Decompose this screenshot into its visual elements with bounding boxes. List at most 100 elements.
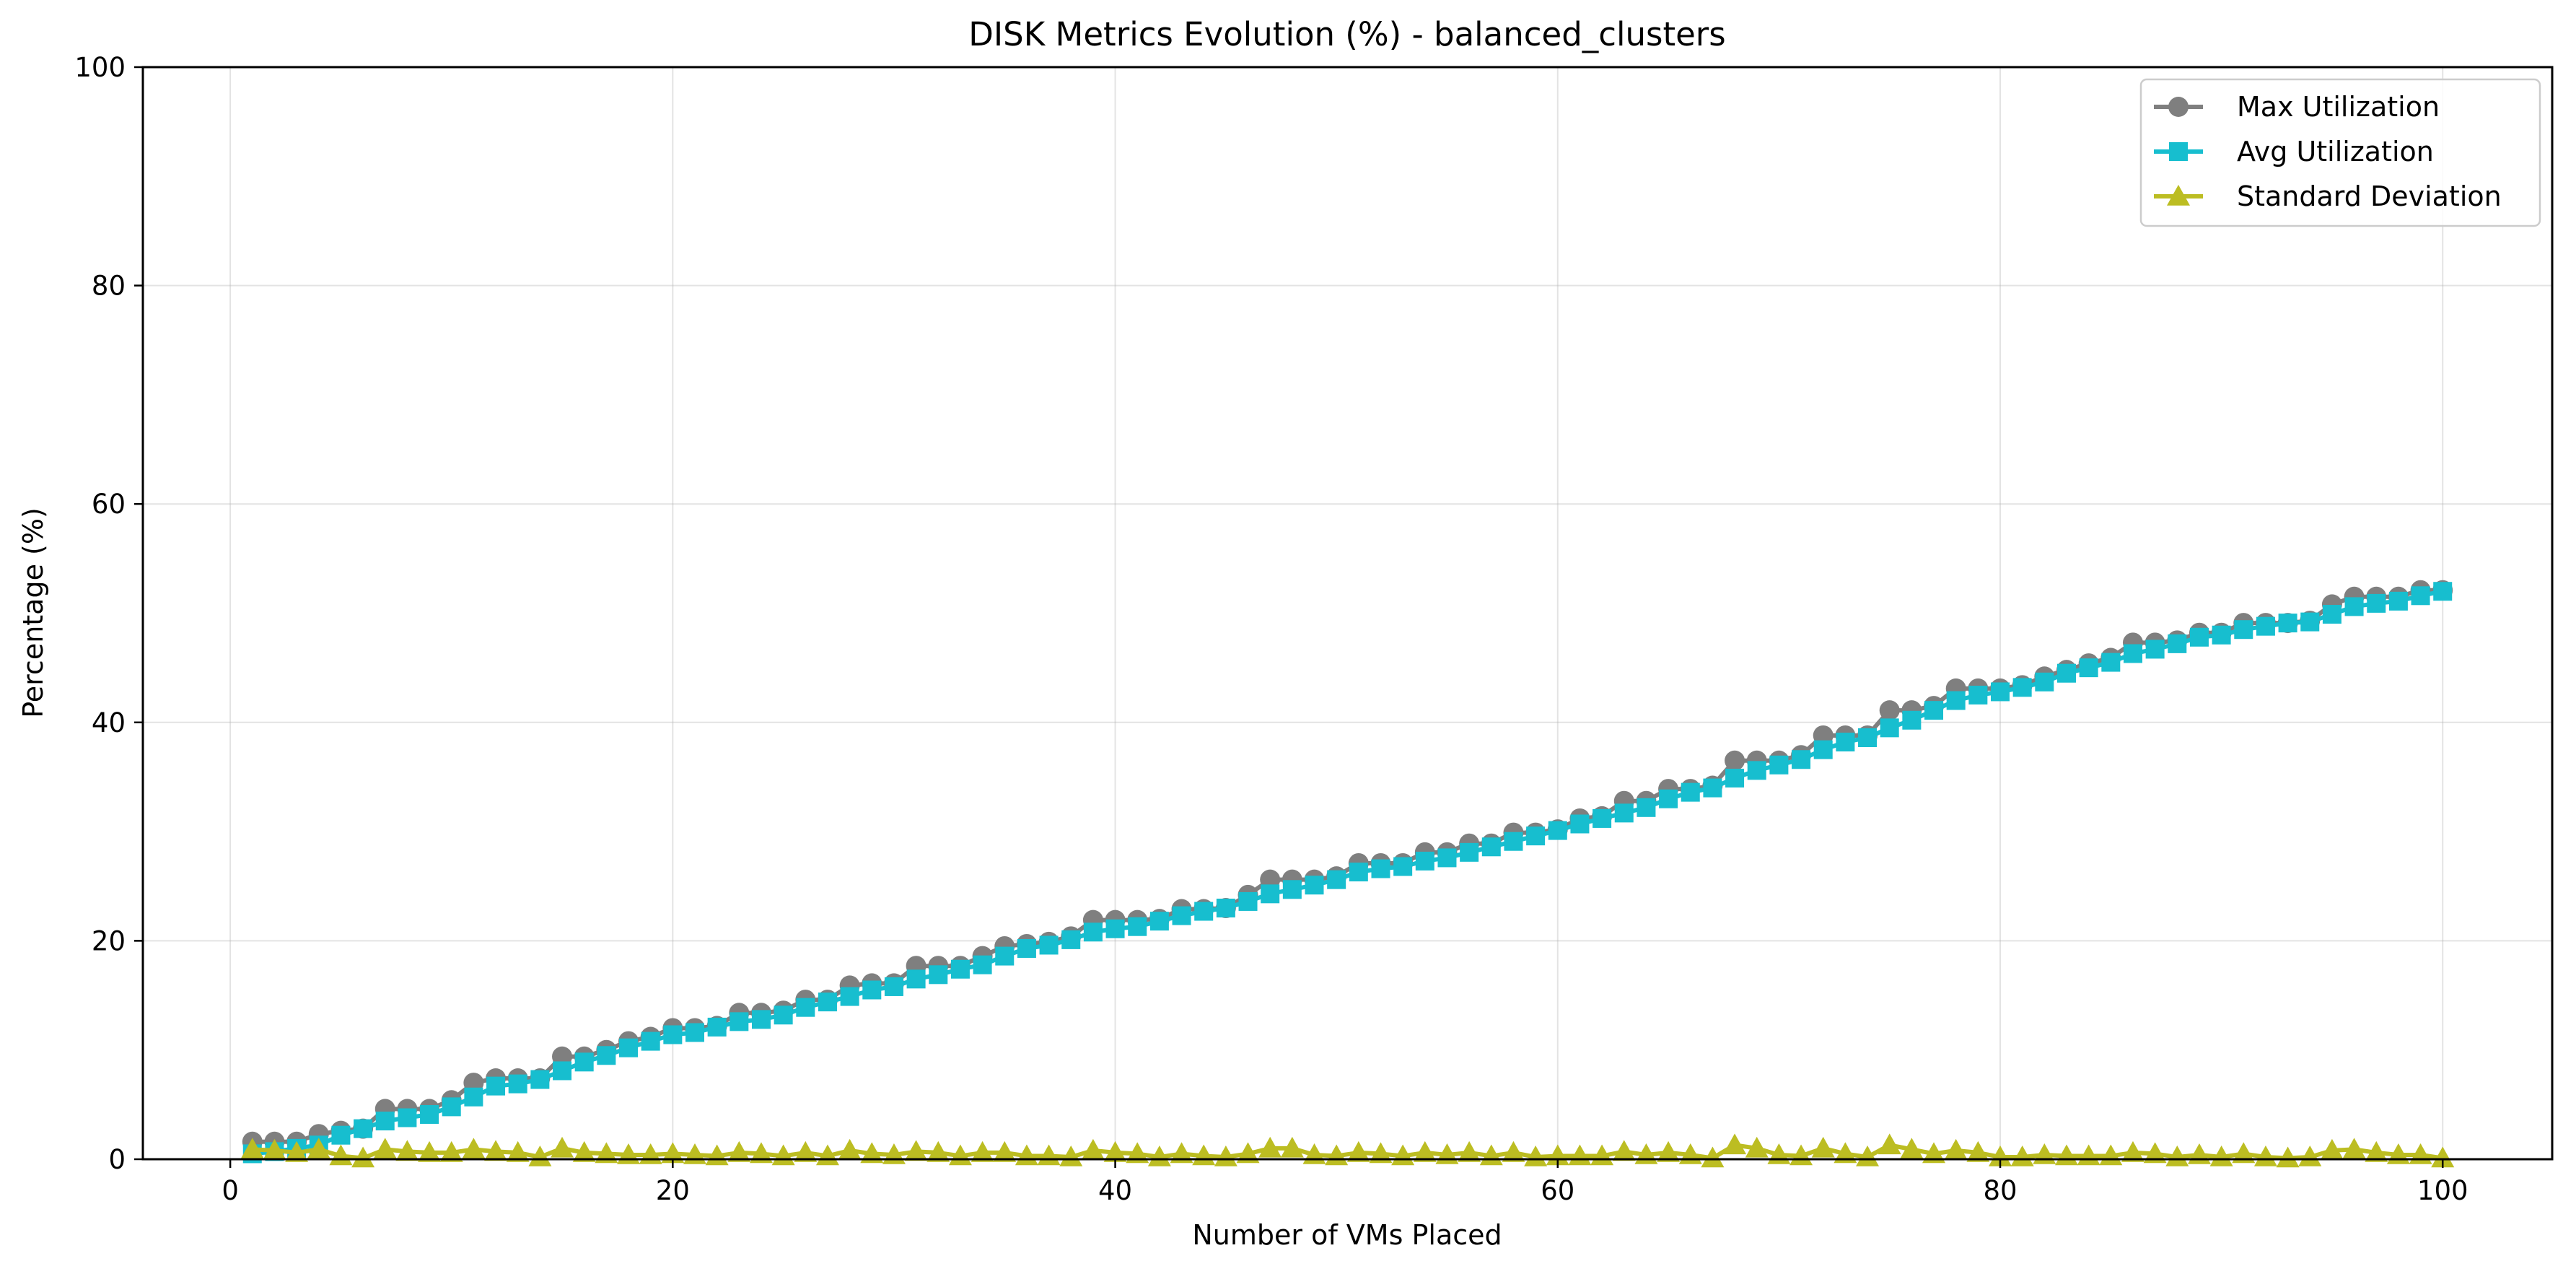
data-point <box>860 1142 884 1164</box>
data-point <box>796 998 815 1017</box>
data-point <box>240 1138 264 1159</box>
data-point <box>751 1010 771 1029</box>
data-point <box>462 1138 486 1159</box>
data-point <box>926 1140 950 1162</box>
y-tick-label: 40 <box>92 707 126 738</box>
data-point <box>1725 768 1745 787</box>
data-point <box>2253 1145 2277 1166</box>
data-point <box>1701 1146 1725 1168</box>
series-line <box>250 1143 2445 1161</box>
data-point <box>2189 627 2209 647</box>
data-point <box>2256 616 2275 636</box>
data-point <box>1879 700 1900 721</box>
plot-frame <box>141 66 2554 1161</box>
data-point <box>685 1023 704 1042</box>
data-point <box>1747 761 1766 780</box>
data-point <box>1017 938 1036 958</box>
data-point <box>1039 935 1059 955</box>
x-tick-label: 80 <box>1983 1175 2017 1206</box>
data-point <box>993 1140 1017 1162</box>
data-point <box>2411 586 2430 606</box>
data-point <box>2300 612 2320 632</box>
data-point <box>307 1138 330 1159</box>
data-point <box>418 1140 442 1162</box>
data-point <box>1570 814 1590 834</box>
data-point <box>351 1146 375 1168</box>
data-point <box>1282 880 1302 899</box>
data-point <box>1170 1142 1193 1164</box>
axis-ticks: 0 20 40 60 80 100 0 20 40 60 80 100 <box>74 52 2468 1206</box>
data-point <box>1349 863 1368 882</box>
data-point <box>838 1138 862 1160</box>
legend-entry-label: Avg Utilization <box>2237 136 2434 167</box>
legend-entry-label: Standard Deviation <box>2237 180 2502 212</box>
data-point <box>1258 1136 1282 1158</box>
data-point <box>1944 1138 1968 1160</box>
series-line <box>250 589 2445 1156</box>
data-point <box>2276 1146 2300 1168</box>
data-point <box>553 1061 572 1081</box>
legend-marker <box>2167 185 2190 206</box>
data-point <box>285 1140 309 1162</box>
y-tick-label: 0 <box>108 1144 126 1175</box>
data-point <box>375 1112 395 1131</box>
data-point <box>2365 1140 2388 1162</box>
series-line <box>250 588 2445 1144</box>
data-point <box>2322 605 2341 624</box>
data-point <box>818 992 837 1012</box>
data-point <box>464 1087 483 1107</box>
data-point <box>1769 755 1789 775</box>
data-point <box>1413 1140 1437 1162</box>
data-point <box>1149 912 1169 931</box>
data-point <box>551 1136 574 1158</box>
data-point <box>1327 870 1346 889</box>
data-point <box>1236 1142 1260 1164</box>
data-point <box>398 1108 417 1127</box>
data-point <box>661 1142 685 1164</box>
data-point <box>774 1005 793 1025</box>
data-point <box>572 1140 596 1162</box>
data-point <box>1659 789 1678 808</box>
data-point <box>1836 733 1855 752</box>
data-point <box>574 1052 594 1072</box>
data-point <box>840 987 859 1006</box>
data-point <box>929 965 948 985</box>
data-point <box>2344 597 2364 616</box>
data-point <box>1194 902 1214 921</box>
legend-box <box>2139 78 2541 227</box>
data-point <box>1989 1145 2012 1166</box>
data-point <box>1083 922 1103 942</box>
data-point <box>1305 876 1324 895</box>
data-point <box>354 1119 373 1138</box>
x-tick-label: 60 <box>1541 1175 1574 1206</box>
data-point <box>2234 620 2253 640</box>
x-tick-label: 100 <box>2417 1175 2468 1206</box>
data-point <box>1858 728 1878 747</box>
data-point <box>1526 826 1546 846</box>
data-point <box>1504 832 1523 851</box>
data-point <box>973 955 992 974</box>
data-point <box>1216 899 1235 918</box>
data-point <box>442 1097 461 1117</box>
data-point <box>2079 658 2098 678</box>
data-point <box>884 977 903 996</box>
data-point <box>1703 778 1722 798</box>
data-point <box>2232 1142 2256 1164</box>
data-point <box>2012 678 2032 697</box>
data-point <box>1059 1145 1083 1166</box>
data-point <box>1214 1145 1237 1166</box>
legend-marker <box>2168 97 2189 117</box>
data-point <box>2010 1145 2034 1166</box>
data-point <box>1458 1140 1481 1162</box>
data-point <box>1393 857 1413 876</box>
data-point <box>506 1140 530 1162</box>
data-point <box>1103 1140 1127 1162</box>
data-point <box>2342 1138 2366 1159</box>
data-point <box>749 1142 773 1164</box>
data-point <box>597 1046 616 1065</box>
data-point <box>1880 718 1899 738</box>
data-point <box>2298 1145 2322 1166</box>
data-point <box>1061 930 1081 949</box>
y-tick-label: 20 <box>92 925 126 956</box>
data-point <box>1593 808 1612 828</box>
